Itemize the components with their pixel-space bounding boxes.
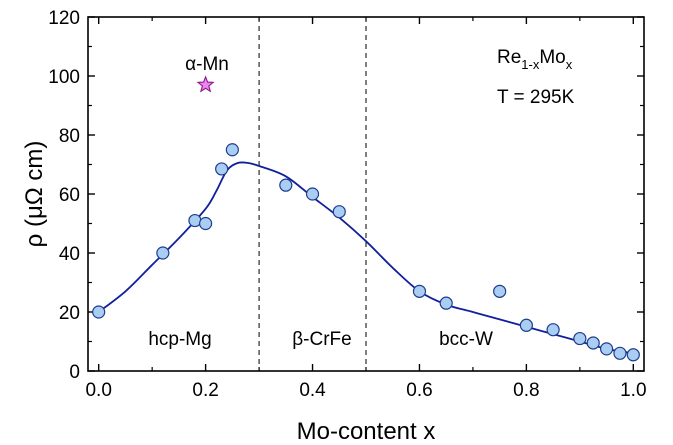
data-points [92,75,640,362]
data-point [156,246,170,260]
data-point [225,143,239,157]
data-point [439,296,453,310]
data-point [92,305,106,319]
data-point [626,348,640,362]
annotation-alpha-mn: α-Mn [185,54,229,75]
x-tick-label: 0.0 [85,380,111,401]
phase-boundaries [258,17,367,371]
x-axis-title: Mo-content x [297,418,436,445]
data-point [332,205,346,219]
data-point [199,216,213,231]
x-tick-label: 0.2 [192,380,218,401]
x-tick-label: 0.8 [513,380,539,401]
annotation-bcc-w: bcc-W [439,329,493,350]
data-point [599,342,614,356]
data-point [188,213,202,228]
annotation-hcp-mg: hcp-Mg [148,329,211,350]
y-tick-label: 80 [59,126,80,147]
y-tick-label: 40 [59,244,80,265]
formula-sub-2: x [566,57,573,72]
temperature-label: T = 295K [497,87,575,108]
data-point [412,284,427,298]
x-tick-label: 0.6 [406,380,432,401]
formula-base: Re [497,47,521,68]
x-tick-label: 0.4 [299,380,326,401]
y-tick-label: 120 [48,8,80,29]
x-tick-label: 1.0 [620,380,646,401]
axis-ticks: 0.0 0.2 0.4 0.6 0.8 1.0 0 20 40 60 80 100 120 [48,8,646,401]
data-point [305,187,320,201]
annotation-beta-crfe: β-CrFe [292,329,351,350]
data-point [573,331,587,346]
y-tick-label: 100 [48,67,80,88]
y-tick-label: 60 [59,185,80,206]
data-point [493,284,507,298]
data-point [279,178,293,192]
data-point [215,162,229,176]
formula-label: Re1-xMox [497,47,573,72]
formula-sub-1: 1-x [521,57,540,72]
data-point [613,346,627,360]
y-tick-label: 0 [69,362,80,383]
data-point [546,323,560,337]
data-point [586,336,600,350]
star-point [196,75,215,93]
data-point [519,318,533,332]
formula-mid: Mo [539,47,565,68]
y-axis-title: ρ (μΩ cm) [21,141,48,248]
y-tick-label: 20 [59,303,80,324]
